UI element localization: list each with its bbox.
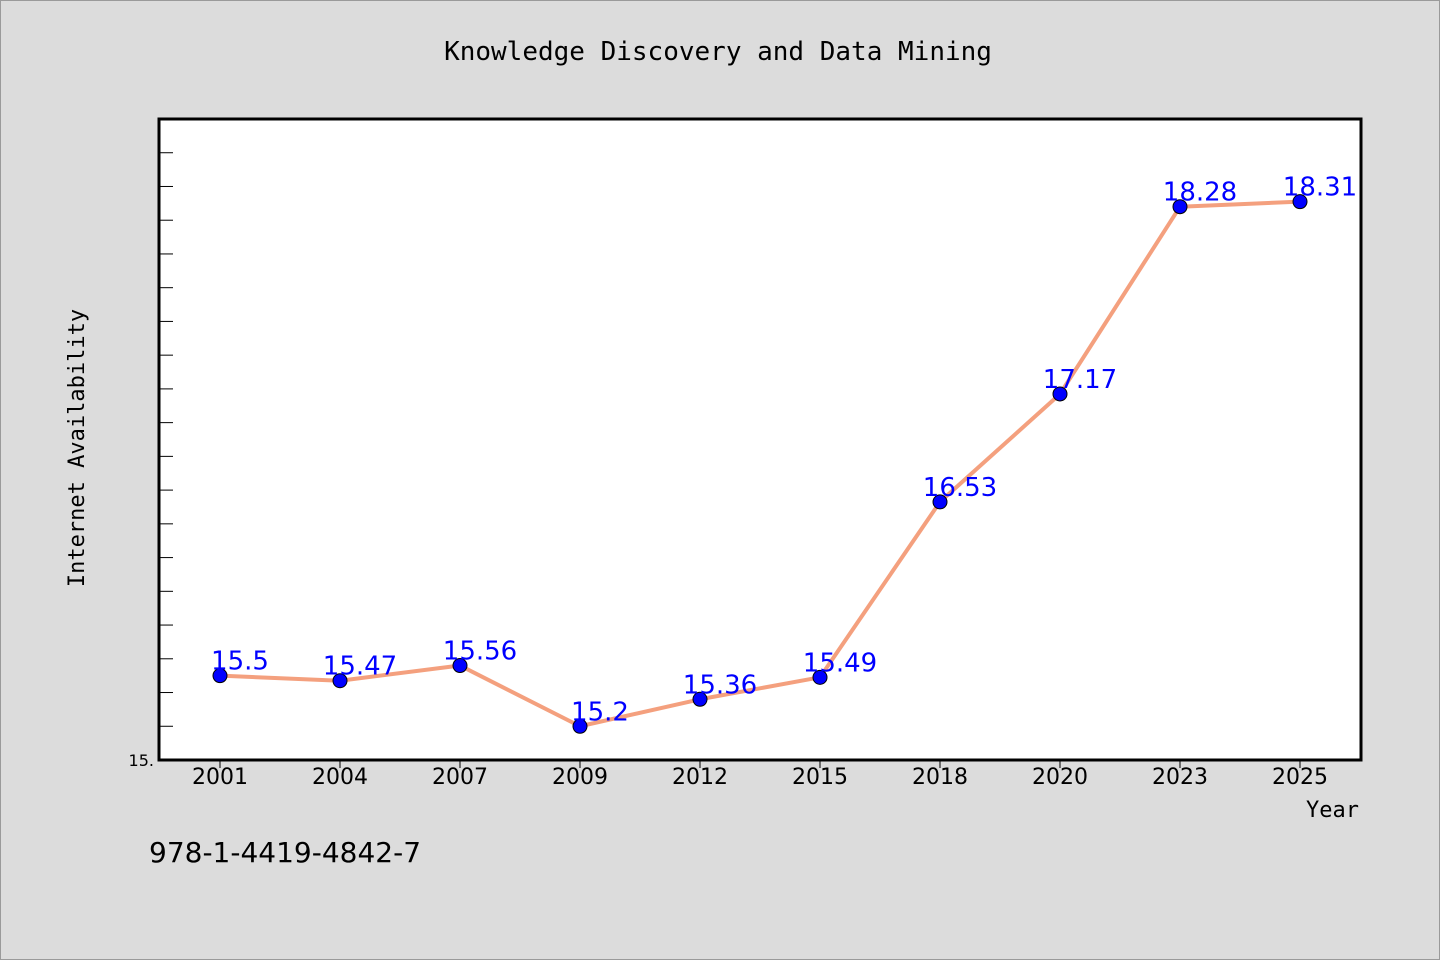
- data-point: [812, 669, 828, 685]
- data-point: [1052, 386, 1068, 402]
- data-point: [572, 718, 588, 734]
- data-point: [692, 691, 708, 707]
- x-tick-label: 2025: [1272, 765, 1328, 790]
- x-tick-label: 2018: [912, 765, 968, 790]
- data-point: [1292, 194, 1308, 210]
- data-label: 15.2: [571, 697, 629, 727]
- series-line: [219, 199, 1301, 729]
- x-tick-label: 2020: [1032, 765, 1088, 790]
- data-label: 18.31: [1283, 173, 1357, 203]
- data-point: [332, 673, 348, 689]
- data-label: 17.17: [1043, 365, 1117, 395]
- data-point: [452, 658, 468, 674]
- data-label: 15.56: [443, 637, 517, 667]
- data-label: 15.36: [683, 670, 757, 700]
- x-tick-label: 2001: [192, 765, 248, 790]
- plot-area: [157, 117, 1363, 762]
- x-tick-label: 2004: [312, 765, 368, 790]
- x-tick-label: 2009: [552, 765, 608, 790]
- chart-title: Knowledge Discovery and Data Mining: [444, 37, 992, 67]
- data-point: [1172, 199, 1188, 215]
- x-tick-label: 2012: [672, 765, 728, 790]
- x-tick-labels: 2001 2004 2007 2009 2012 2015 2018 2020 2023 2025: [192, 765, 1328, 790]
- data-label: 16.53: [923, 473, 997, 503]
- data-label: 15.49: [803, 648, 877, 678]
- x-tick-label: 2015: [792, 765, 848, 790]
- x-axis-ticks: [219, 760, 1301, 768]
- footnote-text: 978-1-4419-4842-7: [149, 836, 421, 869]
- data-point: [212, 668, 228, 684]
- data-label: 15.5: [211, 647, 269, 677]
- data-markers: [212, 194, 1308, 734]
- series-line-group: [219, 199, 1301, 729]
- data-point: [932, 494, 948, 510]
- y-tick-label: 15.: [129, 751, 154, 770]
- x-tick-label: 2007: [432, 765, 488, 790]
- data-labels: 15.5 15.47 15.56 15.2 15.36 15.49 16.53 17.17 18…: [211, 173, 1357, 728]
- data-label: 15.47: [323, 652, 397, 682]
- data-label: 18.28: [1163, 178, 1237, 208]
- y-axis-ticks: [159, 152, 173, 727]
- x-axis-label: Year: [1306, 798, 1359, 823]
- x-tick-label: 2023: [1152, 765, 1208, 790]
- y-axis-label: Internet Availability: [65, 309, 90, 587]
